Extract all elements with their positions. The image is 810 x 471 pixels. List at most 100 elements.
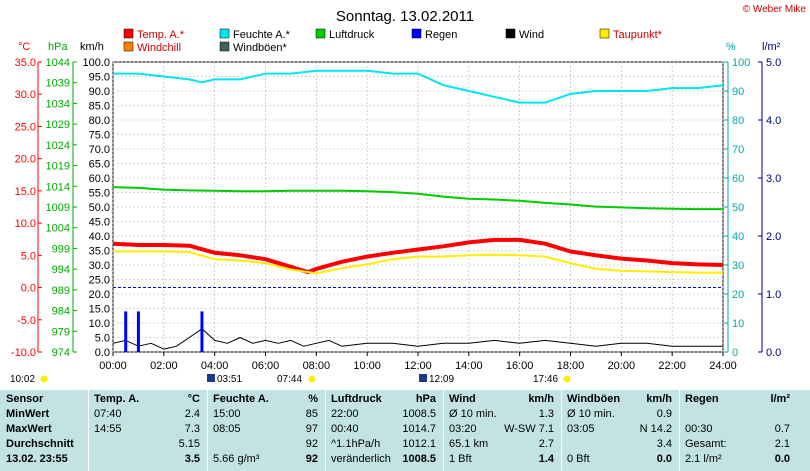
gust-avg-label: Ø 10 min. — [567, 408, 615, 420]
speed-tick-label: 0.0 — [95, 347, 110, 359]
temp-tick-label: 5.0 — [21, 250, 36, 262]
row-label-avg: Durchschnitt — [6, 438, 74, 450]
pressure-tick-label: 979 — [52, 326, 70, 338]
speed-tick-label: 35.0 — [89, 246, 110, 258]
pressure-tick-label: 1029 — [46, 119, 70, 131]
feuchte-a-line — [113, 69, 724, 104]
rain-total-label: Gesamt: — [685, 438, 727, 450]
speed-tick-label: 80.0 — [89, 115, 110, 127]
pressure-avg-value: 1012.1 — [402, 438, 436, 450]
rain-tick-label: 2.0 — [766, 231, 781, 243]
wind-avg-label: Ø 10 min. — [449, 408, 497, 420]
gust-column-right: km/h 0.9 N 14.2 3.4 0.0 — [616, 392, 672, 467]
temp-header: Temp. A. — [94, 393, 140, 405]
x-tick-label: 10:00 — [353, 360, 381, 372]
speed-tick-label: 90.0 — [89, 86, 110, 98]
gust-max-time: 03:05 — [567, 423, 595, 435]
temp-max-value: 7.3 — [184, 423, 200, 435]
temp-current-note — [94, 452, 154, 467]
legend-swatch — [599, 28, 610, 39]
temp-current-value: 3.5 — [184, 453, 200, 465]
credit-label: © Weber Mike — [743, 4, 807, 15]
rain-today: 2.1 l/m² — [685, 453, 722, 465]
series-layer — [112, 69, 724, 352]
speed-tick-label: 20.0 — [89, 289, 110, 301]
pressure-tick-label: 999 — [52, 243, 70, 255]
rain-max-value: 0.7 — [774, 423, 790, 435]
x-tick-label: 06:00 — [252, 360, 280, 372]
pressure-tick-label: 1034 — [46, 98, 70, 110]
legend-swatch — [411, 28, 422, 39]
rain-column-left: Regen 00:30 Gesamt: 2.1 l/m² — [685, 392, 745, 467]
pressure-forecast: veränderlich — [331, 453, 391, 465]
sunrise-icon — [308, 375, 316, 383]
pressure-tick-label: 1044 — [46, 57, 70, 69]
speed-tick-label: 85.0 — [89, 101, 110, 113]
temp-avg-note — [94, 437, 154, 452]
pressure-unit: hPa — [415, 393, 436, 405]
axes: -10.0 -5.0 0.0 5.0 10.0 15.0 20.0 25.0 30.0 35.0 9… — [11, 57, 781, 359]
pressure-header: Luftdruck — [331, 393, 382, 405]
rain-bar — [200, 311, 204, 352]
gust-header: Windböen — [567, 393, 621, 405]
wind-bft: 1 Bft — [449, 453, 472, 465]
pressure-min-value: 1008.5 — [402, 408, 436, 420]
temp-tick-label: 0.0 — [21, 283, 36, 295]
humidity-tick-label: 40 — [732, 231, 744, 243]
legend-item: Regen — [411, 28, 457, 41]
gust-avg-value: 0.9 — [656, 408, 672, 420]
legend-item: Taupunkt* — [599, 28, 663, 41]
gust-column-left: Windböen Ø 10 min. 03:05 0 Bft — [567, 392, 627, 467]
speed-tick-label: 50.0 — [89, 202, 110, 214]
legend-label: Taupunkt* — [613, 29, 663, 41]
rain-column-right: l/m² 0.7 2.1 0.0 — [740, 392, 790, 467]
temp-max-time: 14:55 — [94, 423, 122, 435]
legend-item: Luftdruck — [315, 28, 375, 41]
humidity-tick-label: 0 — [732, 347, 738, 359]
pressure-max-time: 00:40 — [331, 423, 359, 435]
x-tick-label: 20:00 — [608, 360, 636, 372]
wind-run: 65.1 km — [449, 438, 489, 450]
pressure-max-value: 1014.7 — [402, 423, 436, 435]
temp-tick-label: 25.0 — [15, 121, 36, 133]
humidity-tick-label: 70 — [732, 144, 744, 156]
speed-tick-label: 25.0 — [89, 275, 110, 287]
legend-item: Wind — [505, 28, 544, 41]
moonset-icon — [419, 374, 427, 382]
x-tick-label: 08:00 — [303, 360, 331, 372]
wind-current-value: 1.4 — [538, 453, 554, 465]
pressure-tick-label: 1014 — [46, 181, 70, 193]
humidity-min-value: 85 — [305, 408, 318, 420]
rain-tick-label: 1.0 — [766, 289, 781, 301]
speed-tick-label: 100.0 — [82, 57, 110, 69]
gust-current-value: 0.0 — [656, 453, 672, 465]
temp-min-time: 07:40 — [94, 408, 122, 420]
rain-bar — [136, 311, 140, 352]
rain-header: Regen — [685, 393, 719, 405]
row-label-min: MinWert — [6, 408, 50, 420]
gust-unit: km/h — [646, 393, 672, 405]
temp-tick-label: -10.0 — [11, 347, 36, 359]
temp-tick-label: 35.0 — [15, 57, 36, 69]
speed-tick-label: 15.0 — [89, 304, 110, 316]
temp-column-left: Temp. A. 07:40 14:55 — [94, 392, 154, 467]
sunrise-label: 07:44 — [277, 374, 302, 385]
pressure-column-right: hPa 1008.5 1014.7 1012.1 1008.5 — [390, 392, 436, 467]
rain-current-value: 0.0 — [774, 453, 790, 465]
legend-label: Luftdruck — [329, 29, 375, 41]
speed-tick-label: 40.0 — [89, 231, 110, 243]
humidity-abs-value: 5.66 g/m³ — [213, 453, 260, 465]
humidity-max-time: 08:05 — [213, 423, 241, 435]
sensor-header: Sensor — [6, 393, 44, 405]
speed-unit-label: km/h — [80, 41, 104, 53]
x-tick-label: 16:00 — [506, 360, 534, 372]
temp-tick-label: 15.0 — [15, 186, 36, 198]
rain-tick-label: 3.0 — [766, 173, 781, 185]
wind-column-left: Wind Ø 10 min. 03:20 65.1 km 1 Bft — [449, 392, 509, 467]
humidity-tick-label: 60 — [732, 173, 744, 185]
humidity-tick-label: 90 — [732, 86, 744, 98]
legend-swatch — [123, 28, 134, 39]
temp-avg-value: 5.15 — [178, 438, 200, 450]
row-label-current: 13.02. 23:55 — [6, 453, 68, 465]
speed-tick-label: 65.0 — [89, 159, 110, 171]
